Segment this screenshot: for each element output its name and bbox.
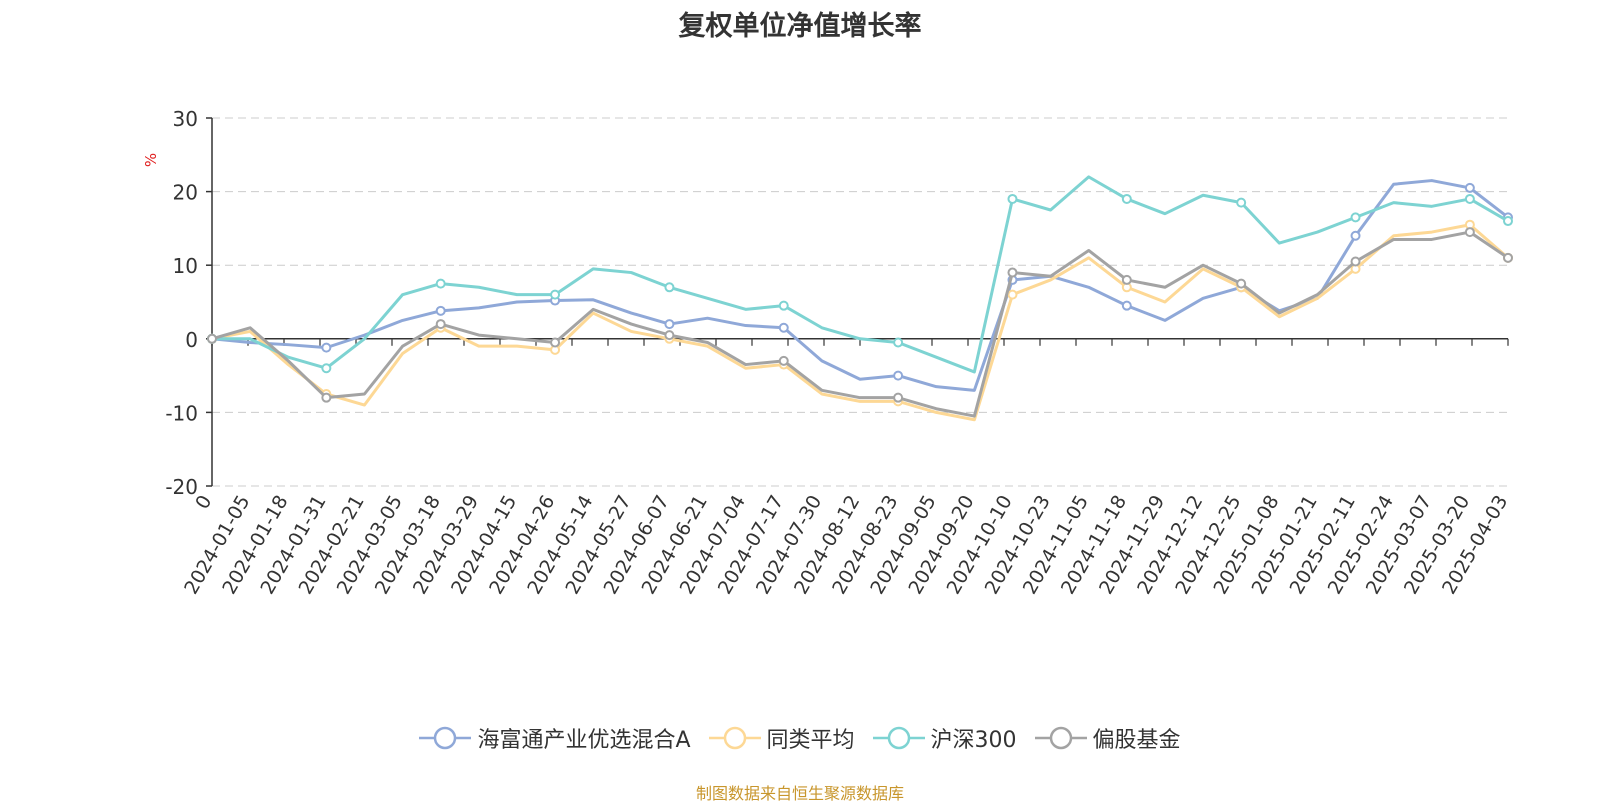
legend-line-marker-icon <box>419 726 472 750</box>
legend-item-1[interactable]: 同类平均 <box>708 722 855 754</box>
source-note: 制图数据来自恒生聚源数据库 <box>695 784 904 803</box>
series-point <box>778 322 789 333</box>
legend-line-marker-icon <box>1034 726 1087 750</box>
legend-item-3[interactable]: 偏股基金 <box>1034 722 1181 754</box>
y-tick-label: -20 <box>165 475 198 499</box>
series-point <box>321 342 332 353</box>
series-point <box>664 282 675 293</box>
legend-label: 沪深300 <box>930 728 1017 753</box>
legend-line-marker-icon <box>708 726 761 750</box>
series-line-2 <box>212 175 1509 374</box>
series-point <box>1464 227 1475 238</box>
series-point <box>1350 212 1361 223</box>
series-point <box>550 337 561 348</box>
series-point <box>1236 278 1247 289</box>
series-point <box>893 337 904 348</box>
series-point <box>1503 216 1513 227</box>
series-point <box>1007 267 1018 278</box>
y-tick-label: 0 <box>185 328 198 352</box>
series-point <box>1464 182 1475 193</box>
series-point <box>321 363 332 374</box>
series-point <box>893 370 904 381</box>
series-point <box>1007 193 1018 204</box>
series-line-0 <box>211 179 1509 392</box>
legend-label: 偏股基金 <box>1092 728 1181 753</box>
series-point <box>664 330 675 341</box>
x-tick-label: 0 <box>191 492 216 513</box>
series-point <box>1236 197 1247 208</box>
legend-label: 海富通产业优选混合A <box>477 728 691 753</box>
series-point <box>1350 230 1361 241</box>
series-point <box>550 289 561 300</box>
series-point <box>664 319 675 330</box>
series-point <box>1503 252 1513 263</box>
chart-title: 复权单位净值增长率 <box>678 11 922 42</box>
series-point <box>1007 289 1018 300</box>
series-point <box>1350 256 1361 267</box>
series-point <box>321 392 332 403</box>
y-tick-label: 30 <box>173 107 198 131</box>
legend-line-marker-icon <box>872 726 925 750</box>
y-axis-unit: % <box>142 153 160 167</box>
y-tick-label: 20 <box>173 181 198 205</box>
y-tick-label: -10 <box>165 401 198 425</box>
series-point <box>893 392 904 403</box>
legend-item-0[interactable]: 海富通产业优选混合A <box>419 722 691 754</box>
series-point <box>1121 300 1132 311</box>
series-point <box>1121 274 1132 285</box>
legend: 海富通产业优选混合A 同类平均 沪深300 偏股基金 <box>0 722 1600 754</box>
series-point <box>1121 193 1132 204</box>
legend-label: 同类平均 <box>766 728 855 753</box>
series-line-1 <box>211 223 1509 422</box>
legend-item-2[interactable]: 沪深300 <box>872 722 1017 754</box>
series-point <box>435 278 446 289</box>
series-point <box>435 305 446 316</box>
series-line-3 <box>211 230 1509 418</box>
y-tick-label: 10 <box>173 254 198 278</box>
series-point <box>435 319 446 330</box>
series-point <box>1464 193 1475 204</box>
chart-plot: -20-100102030%02024-01-052024-01-182024-… <box>142 107 1513 598</box>
series-point <box>778 300 789 311</box>
series-point <box>778 355 789 366</box>
series-point <box>207 333 217 344</box>
